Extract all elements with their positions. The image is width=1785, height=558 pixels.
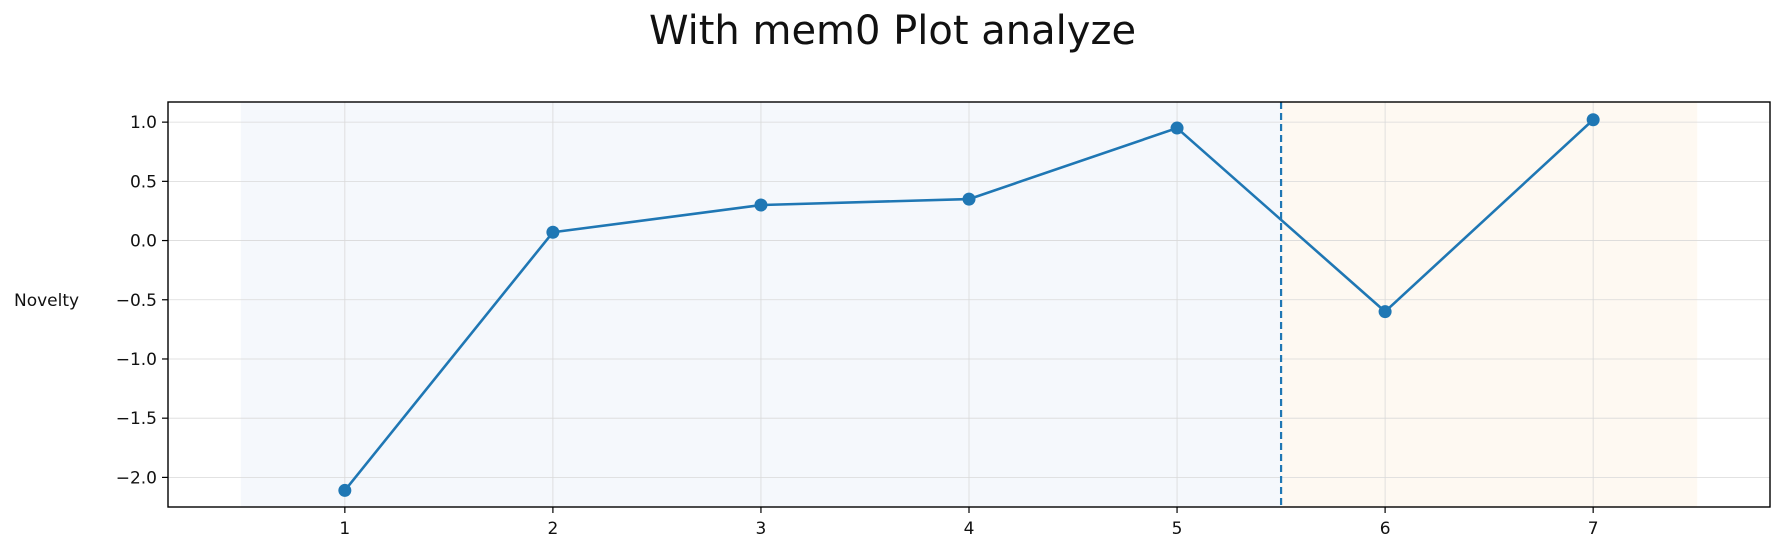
x-axis-ticks: 1 2 3 4 5 6 7: [339, 507, 1599, 539]
y-tick-label: 1.0: [130, 113, 157, 133]
grid-lines: [168, 102, 1770, 507]
shaded-region-2: [1281, 102, 1698, 507]
x-tick-label: 1: [339, 519, 350, 539]
chart-title: With mem0 Plot analyze: [648, 8, 1137, 54]
data-point-4: [962, 192, 976, 206]
data-point-7: [1586, 113, 1600, 127]
y-tick-label: −1.5: [116, 409, 157, 429]
y-tick-label: −1.0: [116, 350, 157, 370]
data-point-2: [546, 225, 560, 239]
x-tick-label: 7: [1588, 519, 1599, 539]
x-tick-label: 3: [756, 519, 767, 539]
x-tick-label: 5: [1172, 519, 1183, 539]
x-tick-label: 2: [547, 519, 558, 539]
data-point-5: [1170, 121, 1184, 135]
y-axis-ticks: 1.0 0.5 0.0 −0.5 −1.0 −1.5 −2.0: [116, 113, 168, 488]
x-tick-label: 4: [964, 519, 975, 539]
y-axis-label: Novelty: [14, 291, 79, 311]
y-tick-label: −2.0: [116, 468, 157, 488]
y-tick-label: 0.0: [130, 232, 157, 252]
y-tick-label: −0.5: [116, 291, 157, 311]
data-point-1: [338, 483, 352, 497]
x-tick-label: 6: [1380, 519, 1391, 539]
y-tick-label: 0.5: [130, 172, 157, 192]
data-series: [338, 113, 1600, 497]
data-point-3: [754, 198, 768, 212]
data-point-6: [1378, 305, 1392, 319]
